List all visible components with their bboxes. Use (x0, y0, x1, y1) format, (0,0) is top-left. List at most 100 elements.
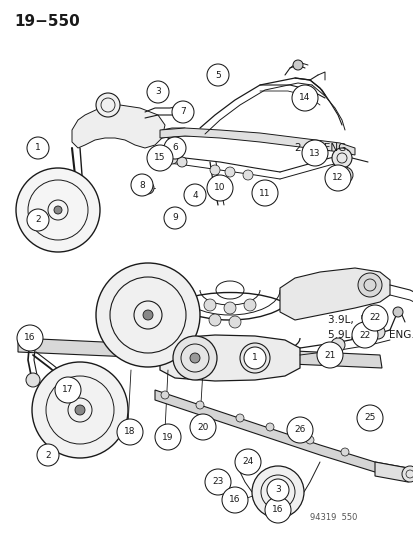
Text: 94319  550: 94319 550 (309, 513, 356, 522)
Circle shape (221, 487, 247, 513)
Circle shape (264, 497, 290, 523)
Circle shape (286, 417, 312, 443)
Circle shape (266, 423, 273, 431)
Circle shape (228, 316, 240, 328)
Circle shape (142, 310, 153, 320)
Circle shape (54, 206, 62, 214)
Text: 5.9L,  8.0L  ENG.: 5.9L, 8.0L ENG. (327, 330, 413, 340)
Circle shape (242, 170, 252, 180)
Circle shape (131, 174, 153, 196)
Circle shape (206, 64, 228, 86)
Circle shape (357, 273, 381, 297)
Circle shape (206, 175, 233, 201)
Circle shape (147, 145, 173, 171)
Text: 22: 22 (368, 313, 380, 322)
Circle shape (158, 430, 171, 444)
Circle shape (209, 183, 219, 193)
Text: 6: 6 (172, 143, 178, 152)
Circle shape (17, 325, 43, 351)
Polygon shape (159, 128, 354, 155)
Circle shape (305, 436, 313, 444)
Text: 2.5L  ENG.: 2.5L ENG. (294, 143, 349, 153)
Text: 18: 18 (124, 427, 135, 437)
Circle shape (292, 60, 302, 70)
Text: 7: 7 (180, 108, 185, 117)
Circle shape (224, 167, 235, 177)
Text: 1: 1 (35, 143, 41, 152)
Circle shape (142, 182, 154, 194)
Text: 4: 4 (192, 190, 197, 199)
Circle shape (336, 167, 352, 183)
Circle shape (26, 373, 40, 387)
Circle shape (316, 342, 342, 368)
Circle shape (351, 322, 377, 348)
Circle shape (96, 263, 199, 367)
Circle shape (27, 137, 49, 159)
Text: 22: 22 (358, 330, 370, 340)
Text: 3: 3 (155, 87, 161, 96)
Text: 3: 3 (275, 486, 280, 495)
Text: 9: 9 (172, 214, 178, 222)
Circle shape (190, 353, 199, 363)
Circle shape (243, 299, 255, 311)
Text: 13: 13 (309, 149, 320, 157)
Polygon shape (159, 335, 299, 381)
Polygon shape (154, 390, 407, 478)
Circle shape (166, 152, 178, 164)
Circle shape (356, 405, 382, 431)
Circle shape (243, 347, 266, 369)
Text: 3.9L,  5.2L: 3.9L, 5.2L (327, 315, 382, 325)
Text: 19−550: 19−550 (14, 14, 80, 29)
Circle shape (27, 209, 49, 231)
Circle shape (354, 331, 368, 345)
Text: 23: 23 (212, 478, 223, 487)
Text: 8: 8 (139, 181, 145, 190)
Circle shape (121, 425, 135, 439)
Circle shape (291, 85, 317, 111)
Circle shape (228, 493, 242, 507)
Text: 5: 5 (215, 70, 221, 79)
Circle shape (177, 157, 187, 167)
Circle shape (164, 207, 185, 229)
Circle shape (204, 299, 216, 311)
Polygon shape (18, 338, 381, 368)
Text: 16: 16 (272, 505, 283, 514)
Text: 2: 2 (45, 450, 51, 459)
Circle shape (361, 305, 387, 331)
Text: 16: 16 (229, 496, 240, 505)
Text: 15: 15 (154, 154, 165, 163)
Circle shape (147, 81, 169, 103)
Circle shape (190, 414, 216, 440)
Circle shape (55, 377, 81, 403)
Text: 14: 14 (299, 93, 310, 102)
Text: 2: 2 (35, 215, 41, 224)
Circle shape (235, 449, 260, 475)
Circle shape (266, 479, 288, 501)
Circle shape (161, 391, 169, 399)
Circle shape (401, 466, 413, 482)
Circle shape (171, 101, 194, 123)
Polygon shape (279, 268, 389, 320)
Circle shape (204, 469, 230, 495)
Circle shape (252, 180, 277, 206)
Circle shape (209, 314, 221, 326)
Circle shape (96, 93, 120, 117)
Text: 19: 19 (162, 432, 173, 441)
Circle shape (173, 336, 216, 380)
Circle shape (154, 424, 180, 450)
Text: 21: 21 (323, 351, 335, 359)
Circle shape (192, 420, 206, 434)
Circle shape (292, 425, 306, 439)
Text: 24: 24 (242, 457, 253, 466)
Circle shape (183, 184, 206, 206)
Circle shape (370, 325, 384, 339)
Circle shape (324, 165, 350, 191)
Circle shape (340, 448, 348, 456)
Text: 16: 16 (24, 334, 36, 343)
Circle shape (164, 137, 185, 159)
Polygon shape (374, 462, 413, 482)
Text: 20: 20 (197, 423, 208, 432)
Text: 1: 1 (252, 353, 257, 362)
Circle shape (195, 401, 204, 409)
Circle shape (330, 338, 344, 352)
